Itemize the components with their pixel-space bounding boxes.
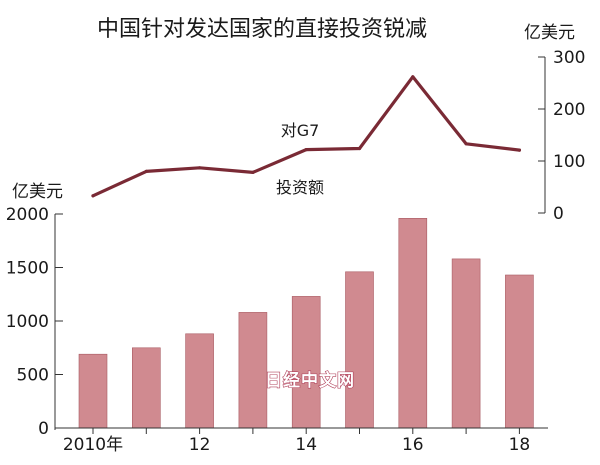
line-axis-tick-label: 300 [553, 48, 585, 68]
bar-axis-tick-label: 1000 [6, 312, 49, 332]
watermark: 日经中文网 [265, 370, 355, 391]
bar-axis: 0 500 1000 1500 2000 [6, 205, 63, 439]
line-point [357, 146, 362, 151]
bar [505, 274, 534, 429]
bar-series-label: 投资额 [276, 178, 324, 197]
bar [398, 218, 428, 429]
bar-series [78, 218, 534, 429]
line-axis-tick-label: 200 [553, 100, 585, 120]
bar-axis-tick-label: 2000 [6, 205, 49, 225]
line-point [464, 142, 468, 146]
line-axis: 0 100 200 300 [538, 48, 585, 224]
line-point [304, 148, 308, 152]
line-point [198, 166, 202, 170]
x-axis-tick-label: 14 [295, 435, 317, 455]
line-series-label: 对G7 [281, 121, 320, 140]
line-point [144, 169, 148, 173]
bar [291, 296, 321, 429]
line-point [517, 148, 522, 152]
chart-title: 中国针对发达国家的直接投资锐减 [97, 17, 427, 42]
bar-axis-tick-label: 0 [38, 419, 49, 439]
bar-axis-tick-label: 500 [17, 366, 49, 386]
bar [132, 347, 161, 429]
x-axis-tick-label: 18 [509, 435, 531, 455]
x-axis-tick-label: 12 [189, 435, 211, 455]
x-axis-tick-label: 2010年 [63, 435, 123, 455]
bar [185, 333, 214, 429]
line-series [91, 75, 522, 198]
bar [78, 353, 108, 429]
bar-axis-unit: 亿美元 [12, 182, 63, 202]
line-point [411, 75, 415, 79]
bar-axis-tick-label: 1500 [6, 259, 49, 279]
bar [451, 258, 481, 429]
bar [345, 271, 374, 429]
line-point [91, 194, 95, 198]
x-axis: 2010年 12 14 16 18 [55, 427, 548, 455]
bar [238, 312, 268, 429]
line-point [251, 170, 255, 174]
line-axis-tick-label: 100 [553, 152, 585, 172]
line-axis-unit: 亿美元 [524, 23, 575, 43]
x-axis-tick-label: 16 [402, 435, 424, 455]
line-axis-tick-label: 0 [553, 204, 564, 224]
